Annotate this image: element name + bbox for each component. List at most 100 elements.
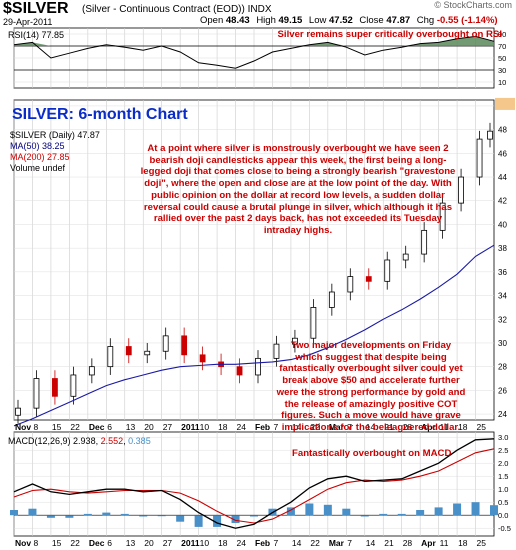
macd-histogram-bar <box>379 513 388 516</box>
macd-histogram-bar <box>434 507 443 516</box>
x-tick-label: Nov <box>15 422 31 432</box>
x-tick-label: 8 <box>33 422 38 432</box>
annotation-bottom: Two major developments on Friday which s… <box>276 340 466 433</box>
macd-tick-label: 0.5 <box>498 498 508 507</box>
macd-x-tick-label: 18 <box>458 538 468 548</box>
high-label: High <box>256 15 276 26</box>
macd-x-tick-label: 14 <box>366 538 376 548</box>
candle <box>365 276 372 282</box>
rsi-panel: 90 70 50 30 10 <box>13 27 506 89</box>
macd-x-tick-label: 21 <box>384 538 394 548</box>
candle <box>199 354 206 363</box>
macd-histogram-bar <box>28 508 37 516</box>
price-legend: $SILVER (Daily) 47.87 MA(50) 38.25 MA(20… <box>10 130 100 174</box>
macd-histogram-bar <box>416 510 425 516</box>
ma50-line <box>13 244 495 427</box>
macd-tick-label: 2.5 <box>498 446 508 455</box>
macd-x-tick-label: Dec <box>89 538 105 548</box>
macd-tick-label: 2.0 <box>498 459 508 468</box>
symbol-description: (Silver - Continuous Contract (EOD)) IND… <box>82 4 272 15</box>
macd-histogram-bar <box>46 515 55 518</box>
price-tick-label: 24 <box>498 410 507 419</box>
x-tick-label: 21 <box>384 422 394 432</box>
x-tick-label: 14 <box>366 422 376 432</box>
x-tick-label: 11 <box>440 422 449 432</box>
macd-histogram-bar <box>65 515 74 518</box>
candle <box>402 253 409 261</box>
quote-bar: Open 48.43 High 49.15 Low 47.52 Close 47… <box>200 15 498 26</box>
macd-x-tick-label: 10 <box>200 538 210 548</box>
macd-x-tick-label: 13 <box>126 538 136 548</box>
rsi-tick-label: 90 <box>498 30 506 39</box>
macd-x-tick-label: Nov <box>15 538 31 548</box>
candle <box>181 335 188 356</box>
macd-x-tick-label: Mar <box>329 538 345 548</box>
x-tick-label: 15 <box>52 422 62 432</box>
rsi-overbought-fill <box>14 36 494 46</box>
last-price-marker <box>495 97 515 110</box>
hist-label-value: 0.385 <box>128 436 151 446</box>
macd-histogram-bar <box>286 507 295 516</box>
rsi-line <box>13 35 495 69</box>
legend-ma200: MA(200) 27.85 <box>10 152 70 162</box>
candle <box>236 366 243 376</box>
candle <box>273 343 280 359</box>
macd-histogram-bar <box>102 512 111 516</box>
macd-histogram-bar <box>471 502 480 516</box>
macd-histogram-bar <box>194 515 203 527</box>
price-tick-label: 36 <box>498 268 507 277</box>
macd-tick-label: 3.0 <box>498 433 508 442</box>
x-tick-label: 13 <box>126 422 136 432</box>
price-tick-label: 34 <box>498 292 507 301</box>
macd-tick-label: 1.0 <box>498 485 508 494</box>
candle <box>384 259 391 282</box>
low-value: 47.52 <box>329 15 353 26</box>
x-tick-label: 6 <box>107 422 112 432</box>
candle <box>125 346 132 356</box>
macd-x-tick-label: 6 <box>107 538 112 548</box>
x-tick-label: Dec <box>89 422 105 432</box>
legend-symbol: $SILVER (Daily) 47.87 <box>10 130 100 140</box>
rsi-tick-label: 70 <box>498 42 506 51</box>
price-tick-label: 48 <box>498 126 507 135</box>
annotation-top: At a point where silver is monstrously o… <box>140 143 456 236</box>
x-tick-label: 14 <box>292 422 302 432</box>
open-label: Open <box>200 15 224 26</box>
candle <box>162 335 169 352</box>
candle <box>107 346 114 368</box>
candle <box>70 374 77 397</box>
rsi-annotation: Silver remains super critically overboug… <box>277 29 502 40</box>
candle <box>476 138 483 178</box>
price-tick-label: 40 <box>498 220 507 229</box>
rsi-tick-label: 10 <box>498 78 506 87</box>
macd-x-tick-label: 27 <box>163 538 173 548</box>
macd-label-prefix: MACD(12,26,9) <box>8 436 71 446</box>
rsi-tick-label: 30 <box>498 66 506 75</box>
high-value: 49.15 <box>278 15 303 26</box>
macd-x-tick-label: 24 <box>237 538 247 548</box>
x-tick-label: 2011 <box>181 422 200 432</box>
candle <box>347 276 354 293</box>
candle <box>88 366 95 376</box>
candle <box>487 130 493 140</box>
macd-x-tick-label: 7 <box>347 538 352 548</box>
macd-histogram-bar <box>231 515 240 523</box>
candle <box>15 407 21 416</box>
chg-label: Chg <box>416 15 435 26</box>
macd-histogram-bar <box>397 513 406 516</box>
candle <box>310 307 317 339</box>
macd-x-tick-label: 7 <box>273 538 278 548</box>
x-tick-label: Feb <box>255 422 270 432</box>
macd-label: MACD(12,26,9) 2.938, 2.552, 0.385 <box>8 436 151 446</box>
x-tick-label: 25 <box>477 422 487 432</box>
macd-histogram-bar <box>83 513 92 516</box>
macd-x-tick-label: Feb <box>255 538 270 548</box>
x-tick-label: 22 <box>70 422 80 432</box>
price-tick-label: 30 <box>498 339 507 348</box>
chart-date: 29-Apr-2011 <box>3 17 53 27</box>
x-tick-label: Mar <box>329 422 345 432</box>
price-tick-label: 38 <box>498 244 507 253</box>
x-tick-label: 10 <box>200 422 210 432</box>
low-label: Low <box>308 15 327 26</box>
macd-x-tick-label: 20 <box>144 538 154 548</box>
